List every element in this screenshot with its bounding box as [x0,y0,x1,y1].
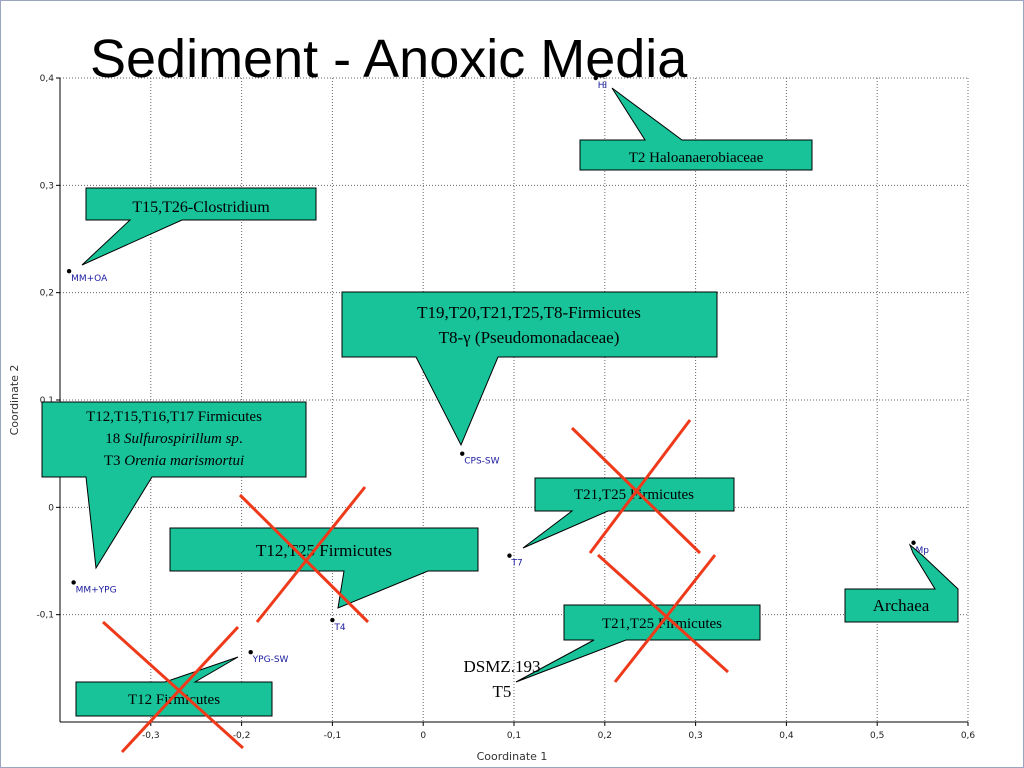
callout-sulfuro-line3: T3 Orenia marismortui [104,453,244,469]
data-point [460,451,465,456]
x-tick-label: 0,4 [779,731,794,741]
callout-firmicutes-line2: T8-γ (Pseudomonadaceae) [439,328,620,347]
cross-mark-icon [596,553,730,683]
x-tick-label: -0,2 [233,731,251,741]
dsmz-label: DSMZ.193 [464,657,541,676]
callout-sulfurospirillum: T12,T15,T16,T17 Firmicutes 18 Sulfurospi… [41,401,307,570]
data-point-label: YPG-SW [252,655,289,665]
chart-axes [59,78,968,723]
data-point [330,617,335,623]
callout-sulfuro-line1: T12,T15,T16,T17 Firmicutes [86,409,262,425]
red-crosses [101,419,730,754]
data-point-label: MM+YPG [76,585,117,595]
data-point-label: Mp [916,546,930,556]
x-tick-label: 0 [420,731,426,741]
data-point-label: T7 [510,559,522,569]
callout-t21-t25-upper: T21,T25 Firmicutes [522,477,735,549]
callout-clostridium: T15,T26-Clostridium [81,187,317,266]
callout-archaea-text: Archaea [873,596,930,615]
x-tick-label: 0,3 [688,731,702,741]
y-tick-label: -0,1 [36,611,54,621]
callout-t12-t25-text: T12,T25 Firmicutes [256,541,392,560]
y-tick-label: 0,3 [40,181,54,191]
y-tick-label: 0 [48,503,54,513]
data-point-label: T4 [333,623,345,633]
t5-label: T5 [493,682,512,701]
x-tick-label: -0,1 [324,731,342,741]
callout-firmicutes-line1: T19,T20,T21,T25,T8-Firmicutes [417,303,641,322]
data-point [66,269,72,274]
data-point-label: HI [598,81,607,91]
y-tick-label: 0,4 [40,74,55,84]
y-axis-title: Coordinate 2 [8,365,21,436]
cross-mark-icon [570,419,702,555]
callout-t12-text: T12 Firmicutes [128,692,220,708]
cross-mark-icon [101,620,245,754]
callout-firmicutes-pseudomonadaceae: T19,T20,T21,T25,T8-Firmicutes T8-γ (Pseu… [341,291,718,447]
callout-haloanaerobiaceae-text: T2 Haloanaerobiaceae [629,150,764,166]
x-tick-labels: -0,3 -0,2 -0,1 0 0,1 0,2 0,3 0,4 0,5 0,6 [142,731,975,741]
y-tick-label: 0,2 [40,289,54,299]
x-tick-label: 0,1 [507,731,521,741]
chart-grid [56,77,969,726]
callout-t21-t25-lower: T21,T25 Firmicutes [515,604,761,683]
callout-clostridium-text: T15,T26-Clostridium [132,199,270,216]
x-tick-label: 0,6 [961,731,976,741]
data-point-label: MM+OA [71,274,108,284]
x-tick-label: 0,2 [598,731,612,741]
x-tick-label: 0,5 [870,731,884,741]
data-point-label: CPS-SW [464,457,499,467]
data-points: HI MM+OA CPS-SW T7 Mp MM+YPG T4 YPG-SW [66,75,930,665]
callout-haloanaerobiaceae: T2 Haloanaerobiaceae [579,87,813,171]
data-point [593,75,598,81]
y-tick-label: 0,1 [40,396,54,406]
x-tick-label: -0,3 [142,731,160,741]
data-point [911,540,916,545]
callout-archaea: Archaea [844,543,959,623]
callout-sulfuro-line2: 18 Sulfurospirillum sp. [105,431,242,447]
data-point [507,553,512,558]
x-axis-title: Coordinate 1 [477,750,548,763]
data-point [71,580,76,585]
cross-mark-icon [238,486,370,624]
data-point [248,650,253,655]
slide-title: Sediment - Anoxic Media [90,29,688,89]
y-tick-labels: -0,1 0 0,1 0,2 0,3 0,4 [36,74,54,621]
